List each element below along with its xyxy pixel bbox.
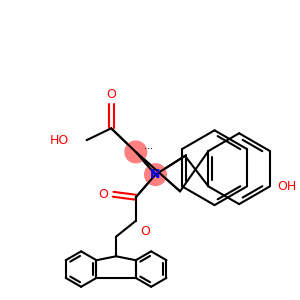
Text: ···: ··· [144,144,153,154]
Text: O: O [141,225,151,238]
Circle shape [125,141,147,163]
Text: O: O [98,188,108,201]
Text: O: O [106,88,116,101]
Text: N: N [150,168,161,181]
Text: OH: OH [278,180,297,193]
Circle shape [145,164,166,185]
Text: HO: HO [50,134,69,147]
